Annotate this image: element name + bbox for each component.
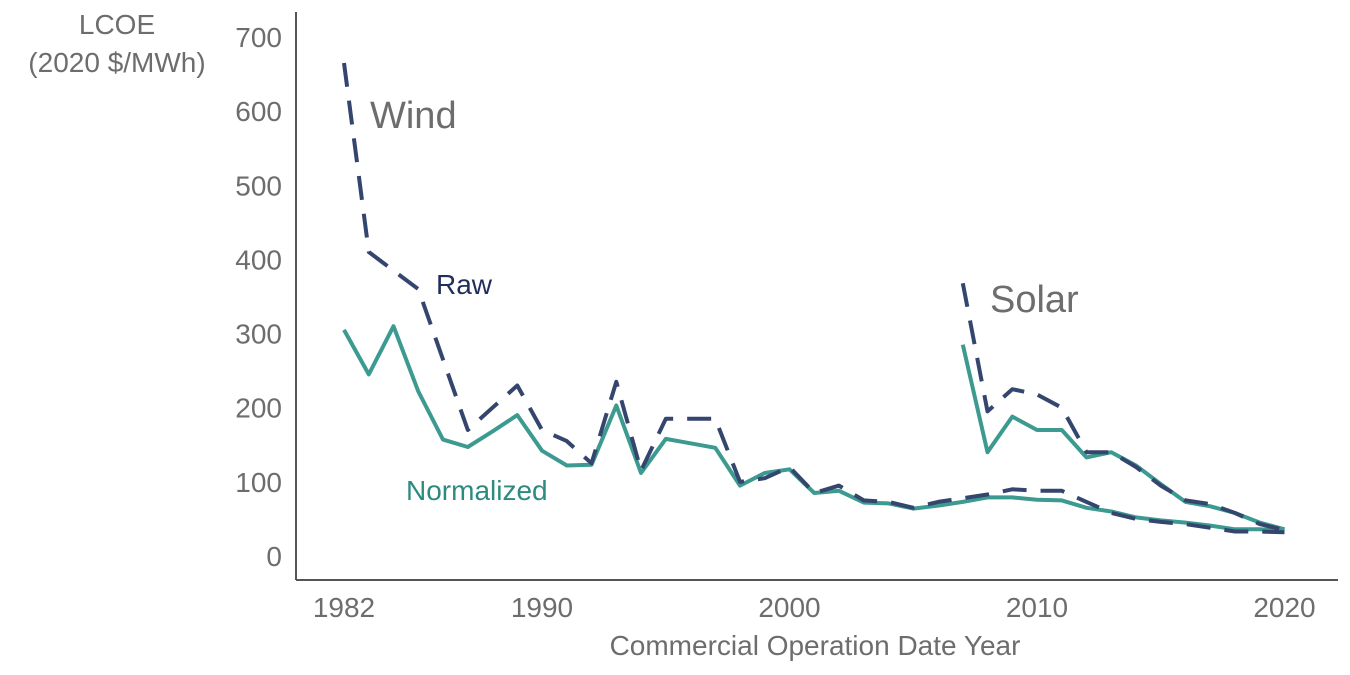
x-tick-label: 2020: [1253, 592, 1315, 623]
y-tick-label: 0: [266, 541, 282, 572]
axes: [295, 12, 1338, 581]
x-tick-label: 2000: [758, 592, 820, 623]
solar-annotation: Solar: [990, 279, 1079, 321]
wind-raw-line: [342, 62, 1285, 535]
solar-raw-line: [960, 282, 1285, 533]
x-tick-label: 2010: [1006, 592, 1068, 623]
y-tick-label: 100: [235, 467, 282, 498]
y-axis-title-line1: LCOE: [79, 9, 155, 40]
x-tick-labels: 1982 1990 2000 2010 2020: [313, 592, 1316, 623]
y-axis-title-line2: (2020 $/MWh): [28, 47, 205, 78]
y-tick-label: 500: [235, 170, 282, 201]
solar-normalized-line: [960, 344, 1286, 532]
y-tick-label: 400: [235, 244, 282, 275]
wind-annotation: Wind: [370, 95, 457, 137]
y-tick-label: 200: [235, 393, 282, 424]
x-axis-title: Commercial Operation Date Year: [610, 630, 1021, 661]
y-tick-label: 700: [235, 22, 282, 53]
raw-annotation: Raw: [436, 269, 493, 300]
normalized-annotation: Normalized: [406, 475, 548, 506]
y-tick-labels: 0 100 200 300 400 500 600 700: [235, 22, 282, 572]
y-tick-label: 300: [235, 319, 282, 350]
series-layer: [342, 62, 1286, 535]
x-tick-label: 1990: [511, 592, 573, 623]
y-tick-label: 600: [235, 96, 282, 127]
x-tick-label: 1982: [313, 592, 375, 623]
